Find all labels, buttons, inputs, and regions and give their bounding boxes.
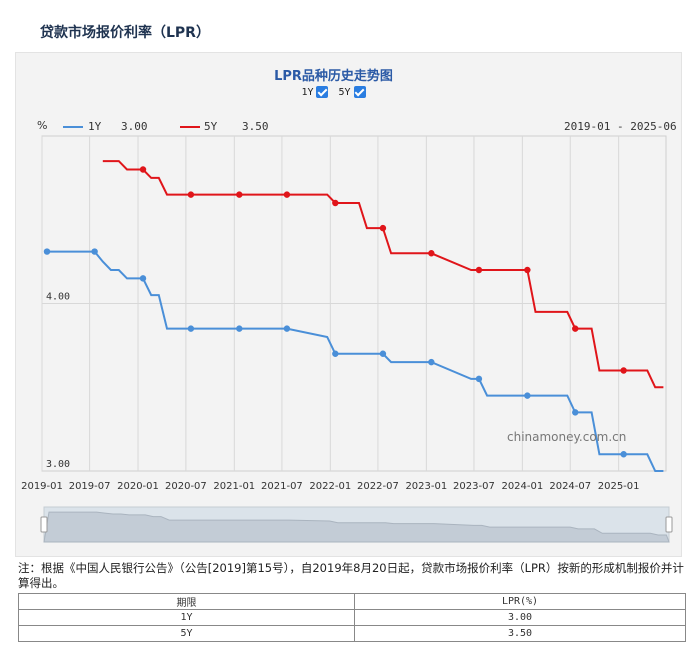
data-point xyxy=(283,191,291,198)
lpr-table: 期限 LPR(%) 1Y 3.00 5Y 3.50 xyxy=(18,593,686,642)
data-point xyxy=(187,325,195,332)
y-tick-label: 4.00 xyxy=(46,292,70,303)
series-toggles: 1Y 5Y xyxy=(0,86,667,98)
navigator-area xyxy=(43,511,670,543)
x-tick-label: 2022-01 xyxy=(309,481,351,492)
table-header-lpr: LPR(%) xyxy=(354,593,686,610)
legend-5y-line-icon xyxy=(180,126,200,128)
data-point xyxy=(524,266,531,274)
data-point xyxy=(428,358,435,366)
x-tick-label: 2023-07 xyxy=(453,481,495,492)
x-tick-label: 2020-01 xyxy=(117,481,159,492)
chart-title: LPR品种历史走势图 xyxy=(274,69,393,84)
series-line-5y xyxy=(102,160,664,389)
x-tick-label: 2021-01 xyxy=(213,481,255,492)
x-tick-label: 2022-07 xyxy=(357,481,399,492)
data-point xyxy=(428,250,435,257)
x-tick-label: 2025-01 xyxy=(598,481,640,492)
toggle-1y-label: 1Y xyxy=(301,86,314,98)
data-point xyxy=(620,367,627,374)
x-tick-label: 2024-07 xyxy=(549,481,591,492)
x-tick-label: 2024-01 xyxy=(501,481,543,492)
table-cell: 1Y xyxy=(18,609,355,626)
x-tick-label: 2021-07 xyxy=(261,481,303,492)
legend-1y-value: 3.00 xyxy=(121,120,148,133)
legend-1y-line-icon xyxy=(63,126,83,128)
checkbox-checked-icon[interactable] xyxy=(353,86,366,98)
legend-5y-value: 3.50 xyxy=(242,120,269,133)
data-point xyxy=(524,392,531,399)
y-tick-label: 3.00 xyxy=(46,459,70,470)
data-point xyxy=(379,350,387,357)
data-point xyxy=(620,451,627,458)
data-point xyxy=(572,325,579,332)
toggle-5y[interactable]: 5Y xyxy=(339,86,366,98)
footnote: 注：根据《中国人民银行公告》（公告[2019]第15号），自2019年8月20日… xyxy=(18,561,684,590)
data-point xyxy=(43,248,51,255)
table-cell: 5Y xyxy=(18,625,355,642)
page-title: 贷款市场报价利率（LPR） xyxy=(40,25,210,41)
toggle-1y[interactable]: 1Y xyxy=(301,86,329,98)
lpr-line-chart: 4.00 3.00 2019-01 2019-07 2020-01 2020-07 2021… xyxy=(21,135,673,543)
data-point xyxy=(187,191,195,198)
table-header-row: 期限 LPR(%) xyxy=(18,593,686,610)
x-tick-label: 2019-07 xyxy=(69,481,111,492)
data-point xyxy=(91,248,98,255)
data-point xyxy=(332,199,339,207)
table-cell: 3.50 xyxy=(354,625,686,642)
table-cell: 3.00 xyxy=(354,609,686,626)
navigator-handle[interactable] xyxy=(40,516,48,533)
toggle-5y-label: 5Y xyxy=(338,86,351,98)
y-unit-label: % xyxy=(37,119,48,132)
data-point xyxy=(283,325,291,332)
legend-1y-name: 1Y xyxy=(88,120,102,133)
data-point xyxy=(139,166,147,173)
x-tick-label: 2020-07 xyxy=(165,481,207,492)
table-header-term: 期限 xyxy=(18,593,355,610)
table-row: 5Y 3.50 xyxy=(18,625,686,642)
x-tick-label: 2019-01 xyxy=(21,481,63,492)
data-point xyxy=(572,409,579,416)
data-point xyxy=(475,375,483,383)
data-point xyxy=(379,224,387,232)
date-range-label: 2019-01 - 2025-06 xyxy=(564,120,677,133)
legend-5y-name: 5Y xyxy=(204,120,218,133)
data-point xyxy=(332,350,339,357)
range-navigator[interactable] xyxy=(40,506,673,543)
navigator-handle[interactable] xyxy=(665,516,673,533)
data-point xyxy=(236,191,243,198)
x-tick-label: 2023-01 xyxy=(405,481,447,492)
data-point xyxy=(475,266,483,274)
data-point xyxy=(236,325,243,332)
chart-annotation: chinamoney.com.cn xyxy=(507,430,626,444)
checkbox-checked-icon[interactable] xyxy=(316,86,329,98)
data-point xyxy=(139,275,147,282)
table-row: 1Y 3.00 xyxy=(18,609,686,626)
